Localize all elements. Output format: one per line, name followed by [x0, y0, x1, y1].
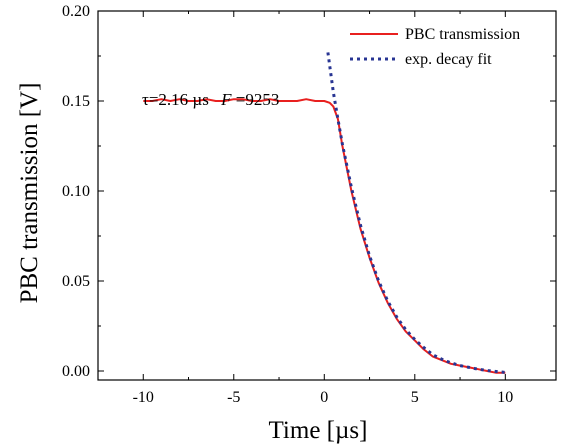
- x-tick-label: 5: [411, 389, 419, 406]
- series-line-pbc-transmission: [143, 98, 506, 374]
- y-axis: 0.00 0.05 0.10 0.15 0.20: [62, 3, 556, 380]
- finesse-symbol: F: [220, 90, 232, 109]
- plot-area: [97, 10, 557, 381]
- x-axis: -10 -5 0 5 10: [133, 11, 513, 406]
- finesse-value: =9253: [236, 90, 280, 109]
- y-tick-label: 0.20: [62, 3, 90, 20]
- x-tick-label: 0: [320, 389, 328, 406]
- y-tick-label: 0.05: [62, 273, 90, 290]
- tau-annotation: τ=2.16 µs: [142, 90, 209, 109]
- x-tick-label: -5: [227, 389, 240, 406]
- plot-frame: [97, 10, 557, 381]
- y-tick-label: 0.00: [62, 363, 90, 380]
- y-tick-label: 0.10: [62, 183, 90, 200]
- x-tick-label: 10: [497, 389, 513, 406]
- x-tick-label: -10: [133, 389, 154, 406]
- series-layer: [143, 52, 506, 374]
- fit-annotation: τ=2.16 µs F =9253: [142, 90, 279, 109]
- legend: PBC transmission exp. decay fit: [350, 26, 520, 68]
- y-axis-label: PBC transmission [V]: [16, 83, 43, 304]
- legend-label-pbc-transmission: PBC transmission: [405, 26, 520, 43]
- series-line-exp-decay-fit: [326, 52, 506, 374]
- legend-label-exp-decay-fit: exp. decay fit: [405, 51, 492, 68]
- y-tick-label: 0.15: [62, 93, 90, 110]
- x-axis-label: Time [µs]: [269, 417, 368, 444]
